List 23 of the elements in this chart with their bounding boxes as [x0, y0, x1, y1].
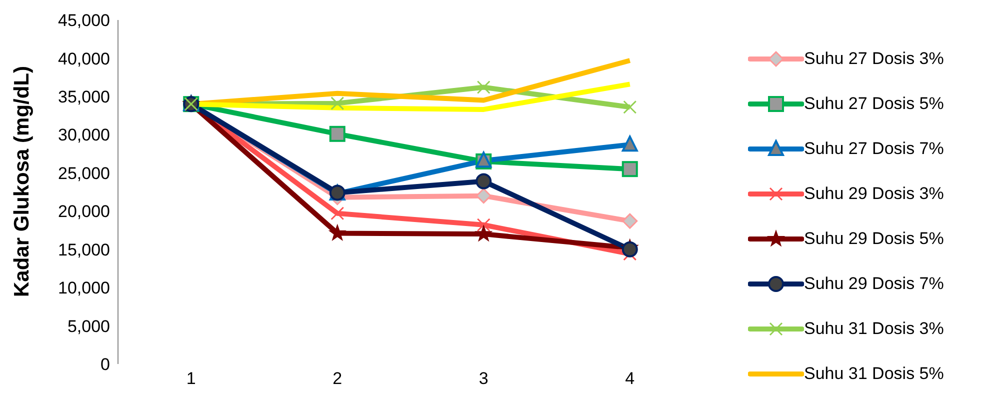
legend-label: Suhu 31 Dosis 5%	[804, 364, 944, 384]
y-tick-label: 25,000	[58, 164, 110, 183]
y-tick-label: 10,000	[58, 278, 110, 298]
y-tick-label: 5,000	[67, 316, 110, 336]
legend-label: Suhu 27 Dosis 5%	[804, 94, 944, 114]
y-tick-label: 20,000	[58, 202, 110, 222]
y-tick-label: 40,000	[58, 49, 110, 68]
y-tick-label: 0	[100, 355, 110, 374]
legend-label: Suhu 27 Dosis 3%	[804, 48, 944, 68]
legend-label: Suhu 29 Dosis 5%	[804, 228, 944, 248]
x-tick-label: 4	[625, 369, 635, 388]
y-tick-label: 35,000	[58, 87, 110, 106]
x-tick-label: 2	[332, 369, 342, 388]
y-tick-label: 15,000	[58, 240, 110, 260]
x-tick-label: 3	[478, 369, 488, 388]
y-axis-title: Kadar Glukosa (mg/dL)	[10, 66, 34, 297]
x-tick-label: 1	[186, 369, 196, 388]
legend-label: Suhu 29 Dosis 3%	[804, 184, 944, 204]
legend-label: Suhu 27 Dosis 7%	[804, 138, 944, 158]
y-tick-label: 45,000	[58, 11, 110, 30]
y-tick-label: 30,000	[58, 126, 110, 145]
legend-label: Suhu 29 Dosis 7%	[804, 274, 944, 294]
legend-label: Suhu 31 Dosis 3%	[804, 318, 944, 338]
